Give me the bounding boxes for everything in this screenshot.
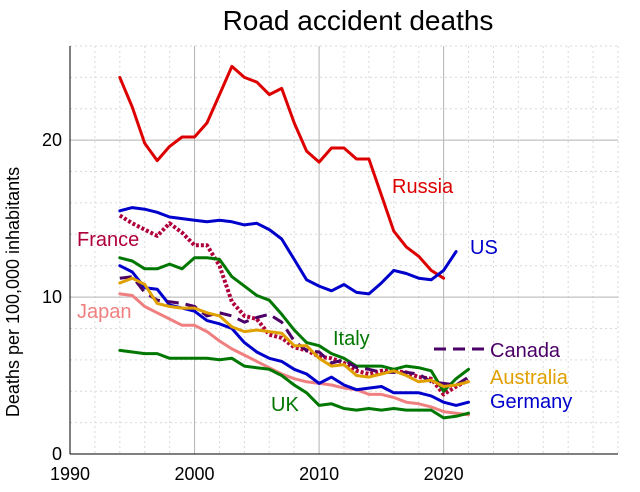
x-tick-label: 2000 — [175, 464, 215, 484]
series-label-russia: Russia — [392, 176, 454, 198]
series-label-japan: Japan — [77, 301, 132, 323]
series-line-russia — [118, 64, 446, 280]
series-line-canada — [119, 275, 470, 387]
series-label-australia: Australia — [490, 367, 569, 389]
series-label-france: France — [77, 229, 139, 251]
axes: 1990 2000 2010 2020 0 10 20 — [42, 46, 618, 484]
series-line-australia — [118, 276, 470, 388]
series-line-italy — [118, 256, 470, 393]
y-axis-label: Deaths per 100,000 inhabitants — [3, 167, 23, 417]
series-lines — [118, 64, 470, 420]
series-labels: Russia US France Japan Italy Canada AustraliaG… — [77, 176, 572, 416]
series-line-japan — [118, 292, 470, 417]
series-label-uk: UK — [271, 394, 299, 416]
series-label-canada: Canada — [490, 340, 561, 362]
y-tick-label: 10 — [42, 287, 62, 307]
chart-title: Road accident deaths — [223, 5, 494, 36]
series-label-germany: Germany — [490, 391, 572, 413]
y-tick-label: 20 — [42, 130, 62, 150]
series-label-us: US — [470, 237, 498, 259]
y-tick-label: 0 — [52, 444, 62, 464]
series-line-us — [118, 206, 458, 296]
series-label-italy: Italy — [333, 328, 370, 350]
x-tick-label: 1990 — [50, 464, 90, 484]
x-tick-label: 2020 — [424, 464, 464, 484]
series-line-uk — [118, 348, 470, 420]
x-tick-label: 2010 — [299, 464, 339, 484]
